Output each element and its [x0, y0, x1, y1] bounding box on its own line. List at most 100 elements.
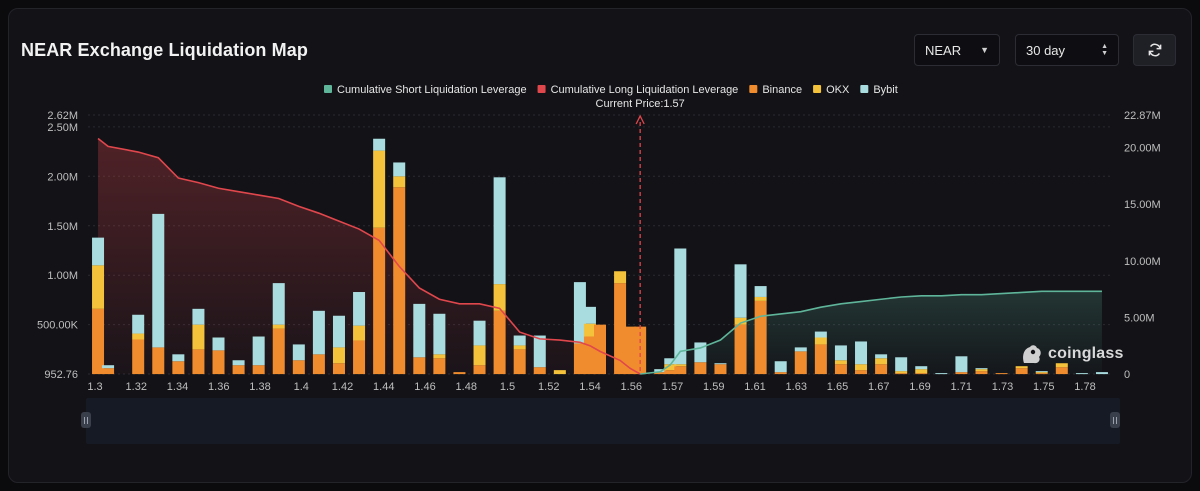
- bar-binance: [212, 350, 225, 375]
- bar-bybit: [513, 335, 526, 346]
- bar-bybit: [292, 344, 305, 361]
- bar-bybit: [573, 282, 586, 344]
- updown-arrows-icon: ▲ ▼: [1101, 43, 1108, 57]
- y-left-tick-label: 1.50M: [47, 221, 78, 233]
- bar-binance: [754, 300, 767, 375]
- bar-binance: [312, 354, 325, 375]
- bar-bybit: [583, 306, 596, 324]
- bar-bybit: [774, 361, 787, 373]
- bar-binance: [995, 373, 1008, 375]
- bar-binance: [533, 367, 546, 375]
- range-slider-handle-left[interactable]: [81, 412, 91, 428]
- x-tick-label: 1.44: [373, 381, 394, 393]
- bar-binance: [92, 308, 105, 375]
- bar-binance: [594, 324, 606, 375]
- range-slider-handle-right[interactable]: [1110, 412, 1120, 428]
- legend-swatch: [537, 85, 546, 93]
- bar-binance: [413, 357, 426, 375]
- bar-bybit: [794, 347, 807, 352]
- caret-down-icon: ▼: [980, 45, 989, 55]
- bar-binance: [102, 368, 115, 375]
- bar-binance: [834, 364, 847, 375]
- bars-group: [92, 138, 1108, 375]
- bar-bybit: [312, 310, 325, 355]
- bar-okx: [373, 150, 386, 228]
- bar-binance: [192, 349, 205, 375]
- bar-binance: [473, 365, 486, 375]
- bar-bybit: [332, 315, 345, 348]
- bar-bybit: [172, 354, 185, 362]
- bar-okx: [1055, 363, 1068, 368]
- bar-okx: [473, 345, 486, 366]
- bar-bybit: [855, 341, 868, 365]
- period-select[interactable]: 30 day ▲ ▼: [1015, 34, 1119, 66]
- coin-select[interactable]: NEAR ▼: [914, 34, 1000, 66]
- bar-bybit: [272, 283, 285, 325]
- current-price-arrow: [635, 114, 645, 125]
- x-tick-label: 1.69: [909, 381, 930, 393]
- bar-okx: [855, 364, 868, 371]
- range-slider-track[interactable]: [86, 398, 1120, 444]
- bar-binance: [1015, 368, 1028, 375]
- x-tick-label: 1.36: [208, 381, 229, 393]
- legend-label: Binance: [762, 84, 802, 96]
- x-tick-label: 1.3: [87, 381, 102, 393]
- legend-label: Cumulative Long Liquidation Leverage: [551, 84, 739, 96]
- y-left-tick-label: 2.50M: [47, 122, 78, 134]
- x-tick-label: 1.48: [456, 381, 477, 393]
- coinglass-logo-icon: [1023, 345, 1041, 364]
- bar-bybit: [132, 314, 145, 334]
- x-tick-label: 1.54: [579, 381, 600, 393]
- bar-binance: [332, 363, 345, 375]
- bar-binance: [292, 360, 305, 375]
- bar-okx: [915, 369, 928, 374]
- bar-binance: [373, 227, 386, 375]
- x-tick-label: 1.59: [703, 381, 724, 393]
- bar-bybit: [212, 337, 225, 351]
- bar-binance: [895, 373, 908, 375]
- bar-bybit: [413, 303, 426, 358]
- refresh-button[interactable]: [1133, 34, 1176, 66]
- bar-binance: [654, 372, 667, 375]
- long-cumulative-line: [97, 137, 641, 375]
- y-left-tick-label: 2.62M: [47, 110, 78, 122]
- bar-bybit: [895, 357, 908, 372]
- bar-bybit: [714, 363, 727, 365]
- bar-bybit: [834, 345, 847, 361]
- bar-bybit: [433, 313, 446, 355]
- current-price-marker: Current Price:1.57: [596, 98, 685, 374]
- bar-binance: [624, 326, 637, 375]
- bar-bybit: [694, 342, 707, 363]
- bar-bybit: [353, 292, 366, 326]
- bar-bybit: [192, 308, 205, 325]
- bar-okx: [493, 284, 506, 311]
- bar-binance: [915, 373, 928, 375]
- bar-binance: [453, 372, 466, 375]
- bar-binance: [232, 365, 245, 375]
- legend-swatch: [324, 85, 332, 93]
- bar-bybit: [814, 331, 827, 338]
- watermark-text: coinglass: [1048, 345, 1124, 362]
- bar-bybit: [493, 177, 506, 285]
- bar-binance: [634, 326, 647, 375]
- legend-swatch: [813, 85, 822, 93]
- y-right-tick-label: 15.00M: [1124, 199, 1161, 211]
- bar-okx: [433, 354, 446, 359]
- bar-bybit: [533, 335, 546, 368]
- x-tick-label: 1.52: [538, 381, 559, 393]
- period-select-value: 30 day: [1026, 42, 1066, 58]
- bar-okx: [1035, 372, 1048, 374]
- bar-okx: [192, 324, 205, 350]
- bar-binance: [794, 351, 807, 375]
- bar-binance: [152, 347, 165, 375]
- bar-bybit: [955, 356, 968, 373]
- y-left-tick-label: 952.76: [44, 369, 78, 381]
- bar-okx: [1015, 366, 1028, 369]
- refresh-icon: [1148, 43, 1161, 57]
- bar-okx: [272, 324, 285, 329]
- legend: Cumulative Short Liquidation Leverage Cum…: [324, 84, 898, 96]
- x-tick-label: 1.75: [1033, 381, 1054, 393]
- y-right-tick-label: 20.00M: [1124, 143, 1161, 155]
- bar-bybit: [102, 365, 115, 369]
- bar-bybit: [92, 237, 105, 266]
